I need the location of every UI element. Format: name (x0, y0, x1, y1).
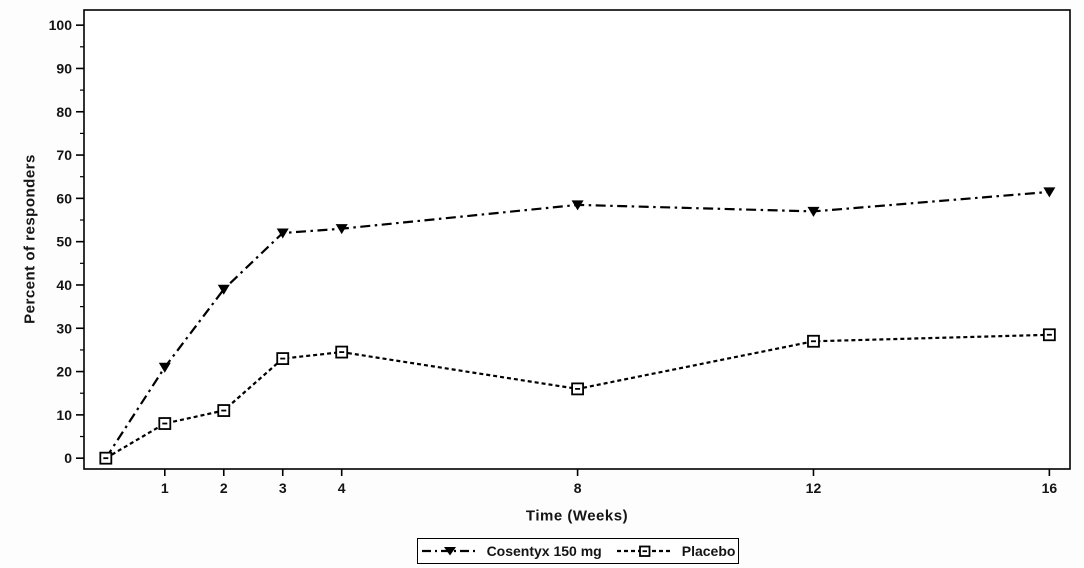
placebo-dotted-square-line-sample (616, 545, 673, 557)
triangle-down-marker (158, 362, 171, 373)
x-tick-label: 3 (279, 480, 287, 496)
y-axis-title: Percent of responders (21, 154, 39, 324)
legend-label-cosentyx: Cosentyx 150 mg (486, 543, 602, 559)
legend-item-placebo: Placebo (616, 543, 736, 559)
series-markers-placebo (99, 328, 1056, 465)
legend: Cosentyx 150 mg Placebo (417, 538, 739, 564)
y-tick-label: 40 (56, 277, 72, 293)
triangle-down-marker (217, 284, 230, 295)
y-tick-label: 100 (49, 17, 73, 33)
series-line-placebo (105, 333, 1050, 460)
x-tick-label: 16 (1042, 480, 1058, 496)
x-axis-title: Time (Weeks) (525, 507, 629, 525)
x-tick-label: 8 (574, 480, 582, 496)
y-axis: 0 10 20 30 40 50 60 70 80 90 100 (49, 17, 84, 466)
y-tick-label: 60 (56, 190, 72, 206)
y-tick-label: 10 (56, 407, 72, 423)
triangle-down-marker (571, 200, 584, 211)
y-tick-label: 80 (56, 104, 72, 120)
y-tick-label: 30 (56, 320, 72, 336)
data-line (104, 190, 1050, 459)
series-line-cosentyx-150-mg (104, 190, 1050, 459)
y-tick-label: 0 (64, 450, 72, 466)
x-tick-label: 1 (161, 480, 169, 496)
legend-label-placebo: Placebo (681, 543, 736, 559)
triangle-down-marker (335, 224, 348, 235)
x-tick-label: 12 (806, 480, 822, 496)
y-tick-label: 20 (56, 364, 72, 380)
y-tick-label: 70 (56, 147, 72, 163)
x-axis: 1 2 3 4 8 12 16 (161, 469, 1057, 496)
cosentyx-dashdot-triangle-line-sample (421, 547, 478, 556)
triangle-down-marker (1043, 187, 1056, 198)
data-line (105, 333, 1050, 460)
triangle-down-marker (807, 206, 820, 217)
x-tick-label: 4 (338, 480, 346, 496)
legend-item-cosentyx: Cosentyx 150 mg (421, 543, 602, 559)
x-tick-label: 2 (220, 480, 228, 496)
y-tick-label: 90 (56, 60, 72, 76)
plot-frame (83, 9, 1071, 470)
triangle-down-marker (276, 228, 289, 239)
y-tick-label: 50 (56, 234, 72, 250)
